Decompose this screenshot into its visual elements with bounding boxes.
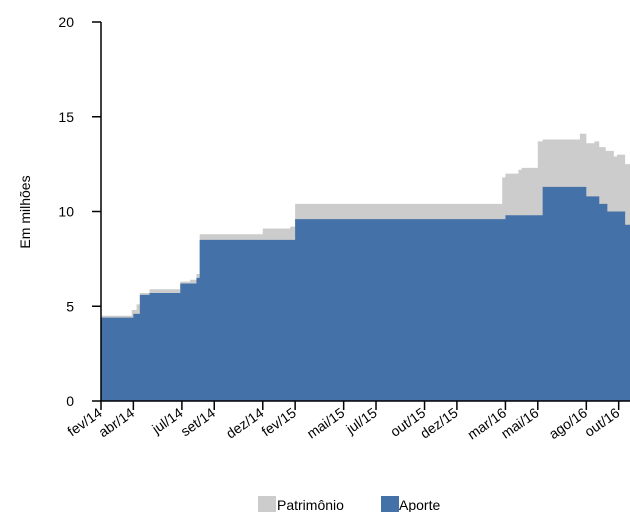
x-tick-label: dez/14 bbox=[223, 404, 267, 441]
legend-label-aporte: Aporte bbox=[399, 497, 440, 512]
legend: Patrimônio Aporte bbox=[258, 496, 440, 512]
x-tick-label: dez/15 bbox=[417, 404, 461, 441]
x-tick-label: fev/14 bbox=[64, 404, 105, 439]
x-tick-label: mai/15 bbox=[304, 404, 348, 441]
y-axis-title: Em milhões bbox=[17, 175, 33, 248]
y-tick-label: 0 bbox=[66, 393, 74, 409]
x-tick-label: set/14 bbox=[178, 404, 219, 439]
x-tick-label: jul/14 bbox=[148, 404, 186, 437]
y-tick-label: 5 bbox=[66, 298, 74, 314]
legend-swatch-aporte bbox=[381, 496, 399, 512]
x-tick-label: fev/15 bbox=[258, 404, 299, 439]
x-tick-label: jul/15 bbox=[342, 404, 380, 437]
x-tick-label: out/16 bbox=[581, 404, 622, 440]
legend-label-patrimonio: Patrimônio bbox=[277, 497, 344, 512]
y-axis: 0 5 10 15 20 bbox=[58, 14, 102, 409]
y-tick-label: 15 bbox=[58, 109, 74, 125]
x-tick-label: mai/16 bbox=[498, 404, 542, 441]
y-tick-label: 10 bbox=[58, 204, 74, 220]
x-tick-label: ago/16 bbox=[546, 404, 590, 442]
y-tick-label: 20 bbox=[58, 14, 74, 30]
legend-swatch-patrimonio bbox=[258, 496, 276, 512]
chart-areas bbox=[101, 133, 630, 401]
series-area-aporte bbox=[101, 186, 630, 401]
